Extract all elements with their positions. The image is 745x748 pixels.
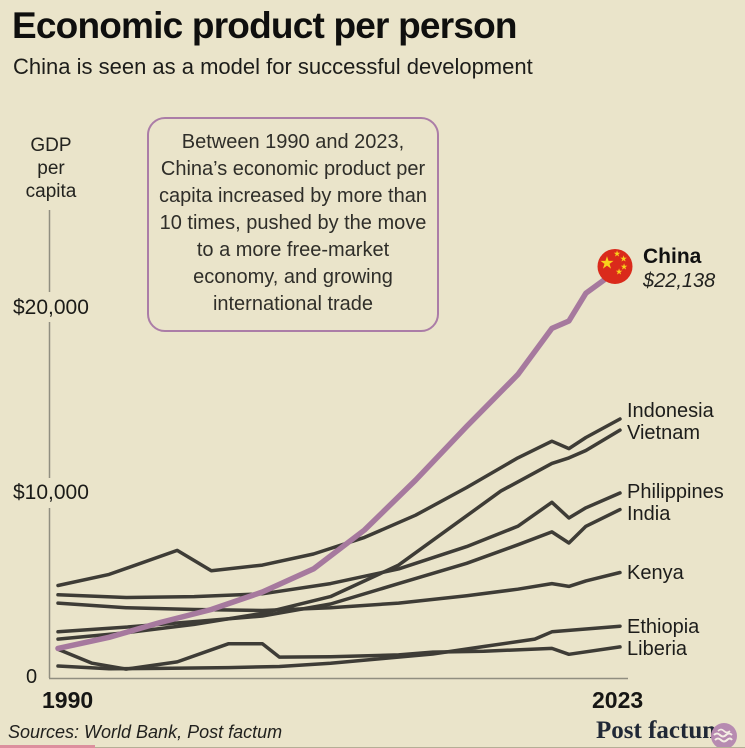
flag-small-star-icon: ★ xyxy=(613,249,621,259)
y-tick-zero: 0 xyxy=(26,666,38,688)
series-label-philippines: Philippines xyxy=(627,481,724,503)
bottom-accent-bar xyxy=(0,745,95,748)
series-line-liberia xyxy=(56,642,622,671)
china-flag-marker xyxy=(597,248,633,284)
flag-small-star-icon: ★ xyxy=(620,254,628,264)
china-end-value: $22,138 xyxy=(643,270,716,292)
flag-small-star-icon: ★ xyxy=(620,262,628,272)
x-tick-1990: 1990 xyxy=(42,687,94,713)
series-label-kenya: Kenya xyxy=(627,562,684,584)
series-label-china: China xyxy=(643,245,702,268)
series-line-kenya xyxy=(56,570,622,613)
series-label-indonesia: Indonesia xyxy=(627,400,714,422)
series-line-philippines xyxy=(56,491,622,600)
series-line-vietnam xyxy=(56,428,622,641)
annotation-callout: Between 1990 and 2023, China’s economic … xyxy=(147,117,439,332)
series-label-vietnam: Vietnam xyxy=(627,422,701,444)
series-line-ethiopia xyxy=(56,624,622,671)
annotation-text: Between 1990 and 2023, China’s economic … xyxy=(159,131,427,315)
x-tick-2023: 2023 xyxy=(592,687,644,713)
series-label-india: India xyxy=(627,503,671,525)
series-label-ethiopia: Ethiopia xyxy=(627,616,700,638)
y-tick-20000: $20,000 xyxy=(13,296,89,319)
flag-big-star-icon: ★ xyxy=(599,253,614,273)
y-axis-label: GDP per capita xyxy=(25,135,77,202)
series-line-indonesia xyxy=(56,417,622,588)
series-line-china xyxy=(55,265,623,652)
series-label-liberia: Liberia xyxy=(627,638,688,660)
flag-small-star-icon: ★ xyxy=(615,267,623,277)
brand-logo-icon xyxy=(711,723,737,748)
sources-note: Sources: World Bank, Post factum xyxy=(8,722,283,742)
y-tick-10000: $10,000 xyxy=(13,481,89,504)
series-line-india xyxy=(56,507,622,634)
brand-wordmark: Post factum xyxy=(596,717,724,744)
page-title: Economic product per person xyxy=(12,5,518,46)
page-subtitle: China is seen as a model for successful … xyxy=(13,54,533,79)
